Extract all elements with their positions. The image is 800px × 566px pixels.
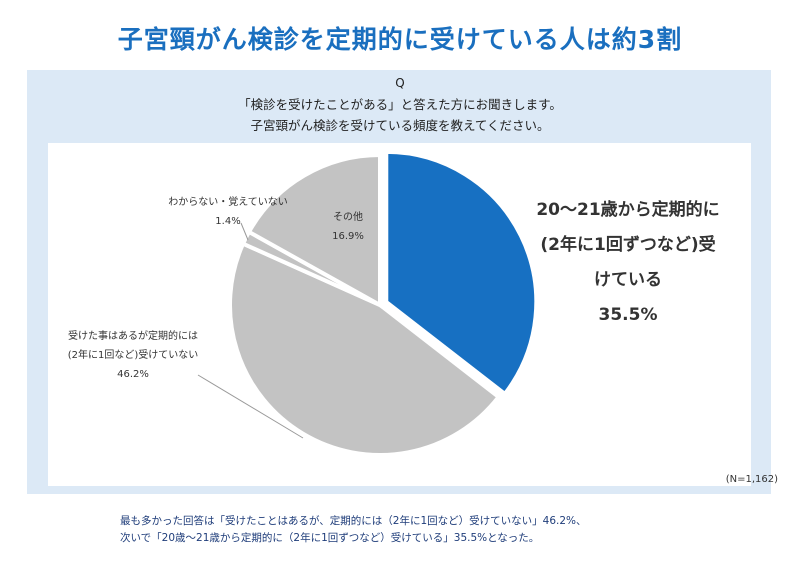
slice-label-regular-line-2: (2年に1回ずつなど)受	[540, 234, 715, 255]
slice-label-not-regular-line-2: (2年に1回など)受けていない	[68, 348, 199, 361]
pie-chart: 20〜21歳から定期的に (2年に1回ずつなど)受けている 35.5% 受けた事はある…	[68, 149, 720, 457]
page-title: 子宮頸がん検診を定期的に受けている人は約3割	[117, 25, 683, 54]
slice-label-not-regular-value: 46.2%	[117, 369, 149, 380]
pie-slice-regular	[384, 149, 539, 397]
footnote-line-2: 次いで「20歳〜21歳から定期的に（2年に1回ずつなど）受けている」35.5%と…	[120, 532, 540, 544]
pie-slice-other	[246, 152, 382, 309]
slice-label-other-value: 16.9%	[332, 231, 364, 242]
question-line-1: 「検診を受けたことがある」と答えた方にお聞きします。	[238, 97, 562, 112]
question-mark: Q	[395, 76, 405, 90]
slice-label-regular-line-1: 20〜21歳から定期的に	[536, 199, 719, 220]
leader-line-unknown	[240, 222, 249, 241]
question-line-2: 子宮頸がん検診を受けている頻度を教えてください。	[250, 118, 550, 133]
sample-size: (N=1,162)	[725, 474, 778, 485]
pie-chart-area: 20〜21歳から定期的に (2年に1回ずつなど)受 けている 35.5% 受けた事はある…	[48, 143, 751, 486]
slice-label-regular-line-3: けている	[594, 270, 662, 290]
leader-line-not-regular	[197, 374, 304, 439]
slice-label-unknown-value: 1.4%	[215, 216, 240, 227]
footnote-line-1: 最も多かった回答は「受けたことはあるが、定期的には（2年に1回など）受けていない…	[120, 515, 587, 527]
slice-label-regular-value: 35.5%	[599, 305, 658, 325]
slice-label-other-line-1: その他	[333, 210, 363, 223]
pie-slice-not-regular	[228, 241, 502, 457]
slice-label-not-regular-line-1: 受けた事はあるが定期的には	[68, 329, 198, 342]
slice-label-unknown-line-1: わからない・覚えていない	[168, 195, 288, 208]
